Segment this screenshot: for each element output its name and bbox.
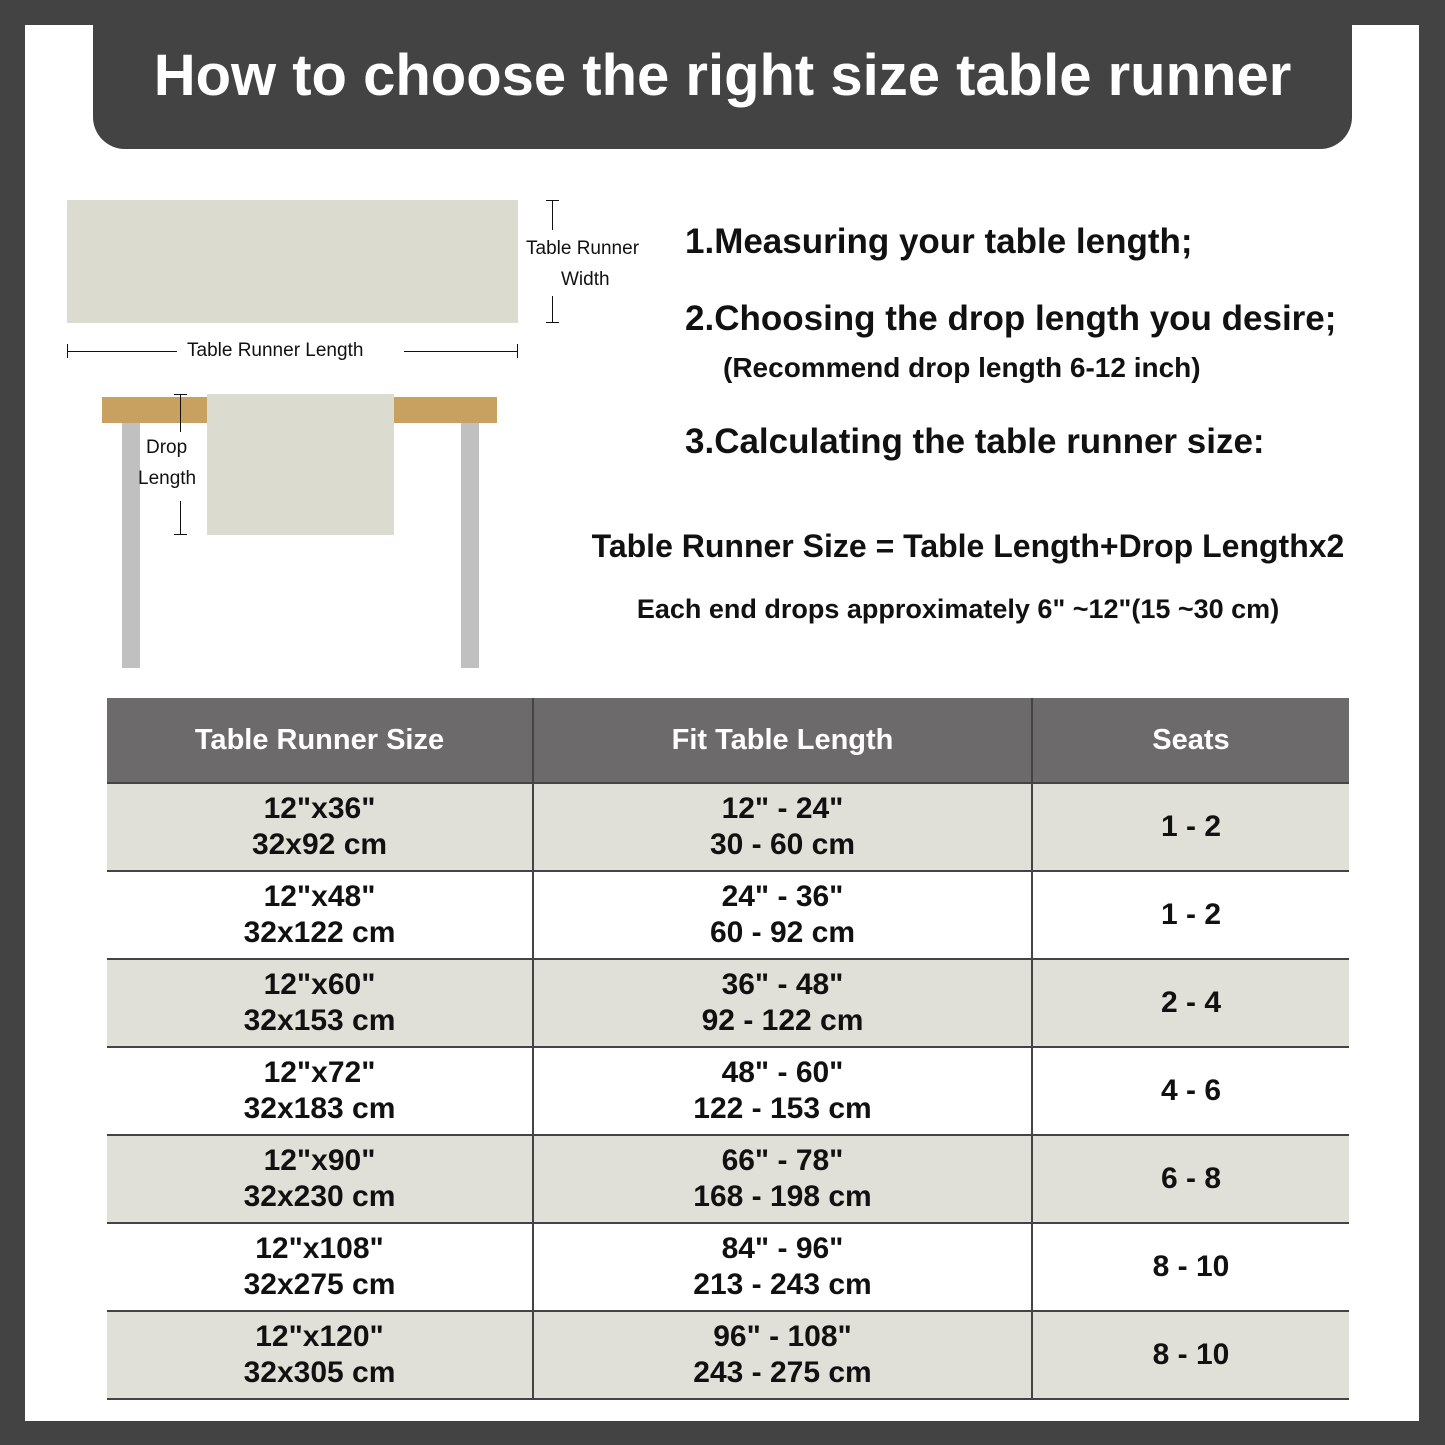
- cell-fit-fit-in: 48" - 60": [721, 1056, 844, 1089]
- formula: Table Runner Size = Table Length+Drop Le…: [591, 528, 1345, 564]
- page-title: How to choose the right size table runne…: [93, 25, 1352, 149]
- cell-seats: 1 - 2: [1032, 871, 1349, 960]
- cell-fit-fit-cm: 92 - 122 cm: [701, 1004, 864, 1037]
- cell-fit-fit-cm: 243 - 275 cm: [693, 1356, 872, 1389]
- cell-seats-seats: 1 - 2: [1160, 898, 1222, 931]
- cell-fit-fit-cm: 168 - 198 cm: [693, 1180, 872, 1213]
- cell-seats-seats: 8 - 10: [1152, 1338, 1230, 1371]
- header-seats: Seats: [1032, 698, 1349, 784]
- cell-size-size-cm: 32x305 cm: [243, 1356, 396, 1389]
- cell-fit: 48" - 60" 122 - 153 cm: [533, 1047, 1033, 1136]
- cell-seats-seats: 8 - 10: [1152, 1250, 1230, 1283]
- table-row: 12"x60" 32x153 cm 36" - 48" 92 - 122 cm 2 - …: [107, 959, 1349, 1048]
- table-row: 12"x72" 32x183 cm 48" - 60" 122 - 153 cm 4 -…: [107, 1047, 1349, 1136]
- table-row: 12"x90" 32x230 cm 66" - 78" 168 - 198 cm 6 -…: [107, 1135, 1349, 1224]
- cell-size-size-in: 12"x36": [263, 792, 376, 825]
- width-tick-bottom: [546, 322, 559, 323]
- cell-size-size-in: 12"x72": [263, 1056, 376, 1089]
- runner-flat: [67, 200, 518, 323]
- step-3: 3.Calculating the table runner size:: [685, 422, 1265, 461]
- step-2-note: (Recommend drop length 6-12 inch): [723, 352, 1201, 383]
- cell-fit-fit-in: 36" - 48": [721, 968, 844, 1001]
- runner-draped: [207, 394, 394, 535]
- cell-seats: 2 - 4: [1032, 959, 1349, 1048]
- cell-size: 12"x36" 32x92 cm: [107, 783, 534, 872]
- cell-size-size-cm: 32x275 cm: [243, 1268, 396, 1301]
- cell-size-size-in: 12"x108": [255, 1232, 384, 1265]
- cell-fit-fit-in: 84" - 96": [721, 1232, 844, 1265]
- cell-seats-seats: 6 - 8: [1160, 1162, 1222, 1195]
- cell-seats: 8 - 10: [1032, 1223, 1349, 1312]
- drop-label-1: Drop: [146, 437, 188, 458]
- cell-seats-seats: 1 - 2: [1160, 810, 1222, 843]
- width-arrow-top: [552, 200, 553, 230]
- step-2: 2.Choosing the drop length you desire;: [685, 299, 1337, 338]
- cell-size-size-cm: 32x122 cm: [243, 916, 396, 949]
- cell-size: 12"x90" 32x230 cm: [107, 1135, 534, 1224]
- length-label: Table Runner Length: [187, 340, 364, 361]
- cell-fit-fit-cm: 60 - 92 cm: [709, 916, 856, 949]
- cell-fit-fit-in: 96" - 108": [713, 1320, 852, 1353]
- cell-size-size-cm: 32x230 cm: [243, 1180, 396, 1213]
- drop-tick-bottom: [174, 534, 187, 535]
- cell-fit-fit-in: 24" - 36": [721, 880, 844, 913]
- table-row: 12"x120" 32x305 cm 96" - 108" 243 - 275 cm 8…: [107, 1311, 1349, 1400]
- step-1: 1.Measuring your table length;: [685, 222, 1193, 261]
- width-label-1: Table Runner: [526, 238, 640, 259]
- size-table: Table Runner Size Fit Table Length Seats…: [107, 698, 1349, 1400]
- drop-label-2: Length: [138, 468, 197, 489]
- cell-size-size-in: 12"x90": [263, 1144, 376, 1177]
- cell-fit-fit-cm: 213 - 243 cm: [693, 1268, 872, 1301]
- cell-seats-seats: 2 - 4: [1160, 986, 1222, 1019]
- cell-size: 12"x48" 32x122 cm: [107, 871, 534, 960]
- cell-fit-fit-cm: 122 - 153 cm: [693, 1092, 872, 1125]
- table-leg-left: [122, 423, 140, 668]
- width-label-2: Width: [561, 269, 610, 290]
- cell-size: 12"x72" 32x183 cm: [107, 1047, 534, 1136]
- table-leg-right: [461, 423, 479, 668]
- cell-size-size-in: 12"x60": [263, 968, 376, 1001]
- cell-fit: 24" - 36" 60 - 92 cm: [533, 871, 1033, 960]
- length-tick-right: [517, 344, 518, 358]
- cell-size-size-cm: 32x153 cm: [243, 1004, 396, 1037]
- cell-fit: 96" - 108" 243 - 275 cm: [533, 1311, 1033, 1400]
- cell-fit: 84" - 96" 213 - 243 cm: [533, 1223, 1033, 1312]
- cell-size: 12"x60" 32x153 cm: [107, 959, 534, 1048]
- table-header-row: Table Runner Size Fit Table Length Seats: [107, 698, 1349, 784]
- length-arrow-right: [404, 351, 518, 352]
- cell-fit-fit-cm: 30 - 60 cm: [709, 828, 856, 861]
- cell-fit-fit-in: 66" - 78": [721, 1144, 844, 1177]
- cell-seats: 4 - 6: [1032, 1047, 1349, 1136]
- cell-fit-fit-in: 12" - 24": [721, 792, 844, 825]
- cell-size-size-in: 12"x48": [263, 880, 376, 913]
- cell-size-size-cm: 32x92 cm: [251, 828, 388, 861]
- cell-seats: 6 - 8: [1032, 1135, 1349, 1224]
- length-arrow-left: [67, 351, 177, 352]
- cell-seats: 8 - 10: [1032, 1311, 1349, 1400]
- cell-size-size-in: 12"x120": [255, 1320, 384, 1353]
- cell-seats: 1 - 2: [1032, 783, 1349, 872]
- cell-size: 12"x108" 32x275 cm: [107, 1223, 534, 1312]
- drop-arrow-bottom: [180, 501, 181, 534]
- table-row: 12"x36" 32x92 cm 12" - 24" 30 - 60 cm 1 - 2: [107, 783, 1349, 872]
- cell-size-size-cm: 32x183 cm: [243, 1092, 396, 1125]
- cell-fit: 66" - 78" 168 - 198 cm: [533, 1135, 1033, 1224]
- table-row: 12"x48" 32x122 cm 24" - 36" 60 - 92 cm 1 - 2: [107, 871, 1349, 960]
- header-size: Table Runner Size: [107, 698, 534, 784]
- header-fit: Fit Table Length: [533, 698, 1033, 784]
- drop-note: Each end drops approximately 6" ~12"(15 …: [636, 594, 1280, 624]
- cell-seats-seats: 4 - 6: [1160, 1074, 1222, 1107]
- cell-fit: 36" - 48" 92 - 122 cm: [533, 959, 1033, 1048]
- table-row: 12"x108" 32x275 cm 84" - 96" 213 - 243 cm 8 …: [107, 1223, 1349, 1312]
- drop-arrow-top: [180, 394, 181, 432]
- cell-size: 12"x120" 32x305 cm: [107, 1311, 534, 1400]
- width-arrow-bottom: [552, 296, 553, 322]
- width-tick-top: [546, 200, 559, 201]
- cell-fit: 12" - 24" 30 - 60 cm: [533, 783, 1033, 872]
